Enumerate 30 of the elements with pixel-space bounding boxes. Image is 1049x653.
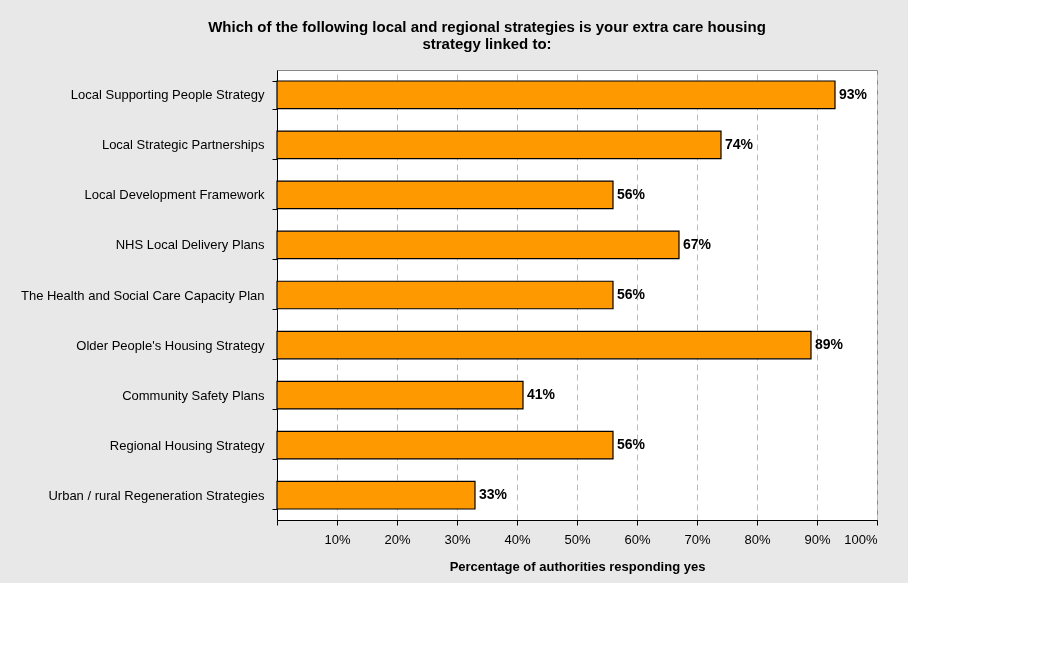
x-tick-label: 70% (684, 531, 711, 547)
data-label: 67% (683, 235, 712, 252)
data-label: 56% (617, 286, 646, 302)
data-label: 56% (617, 436, 646, 453)
chart-title: Which of the following local and regional strategies is your extra care housing strategy linked to: (208, 18, 766, 52)
data-label: 74% (725, 135, 754, 152)
y-tick-label: Local Supporting People Strategy (70, 87, 265, 103)
y-tick-label: Regional Housing Strategy (109, 437, 265, 453)
y-tick-label: Urban / rural Regeneration Strategies (48, 487, 265, 503)
x-tick-label: 30% (444, 531, 471, 547)
data-label: 41% (527, 386, 556, 403)
data-label: 33% (479, 486, 508, 503)
x-tick-label: 90% (804, 531, 831, 547)
y-tick-label: NHS Local Delivery Plans (115, 237, 265, 253)
x-tick-label: 100% (844, 531, 878, 547)
x-tick-label: 50% (564, 531, 591, 547)
data-label: 93% (839, 85, 868, 102)
y-tick-label: Community Safety Plans (122, 387, 265, 403)
x-tick-label: 10% (324, 531, 351, 547)
data-label: 56% (617, 185, 646, 202)
x-tick-label: 20% (384, 531, 411, 547)
data-label: 89% (815, 336, 844, 353)
y-tick-label: Local Development Framework (84, 187, 265, 203)
x-axis-title: Percentage of authorities responding yes (449, 558, 706, 574)
y-tick-label: Older People's Housing Strategy (76, 337, 265, 353)
x-tick-label: 40% (504, 531, 531, 547)
y-tick-label: The Health and Social Care Capacity Plan (20, 287, 265, 303)
x-tick-label: 60% (624, 531, 651, 547)
x-tick-label: 80% (744, 531, 771, 547)
y-tick-label: Local Strategic Partnerships (101, 137, 265, 153)
